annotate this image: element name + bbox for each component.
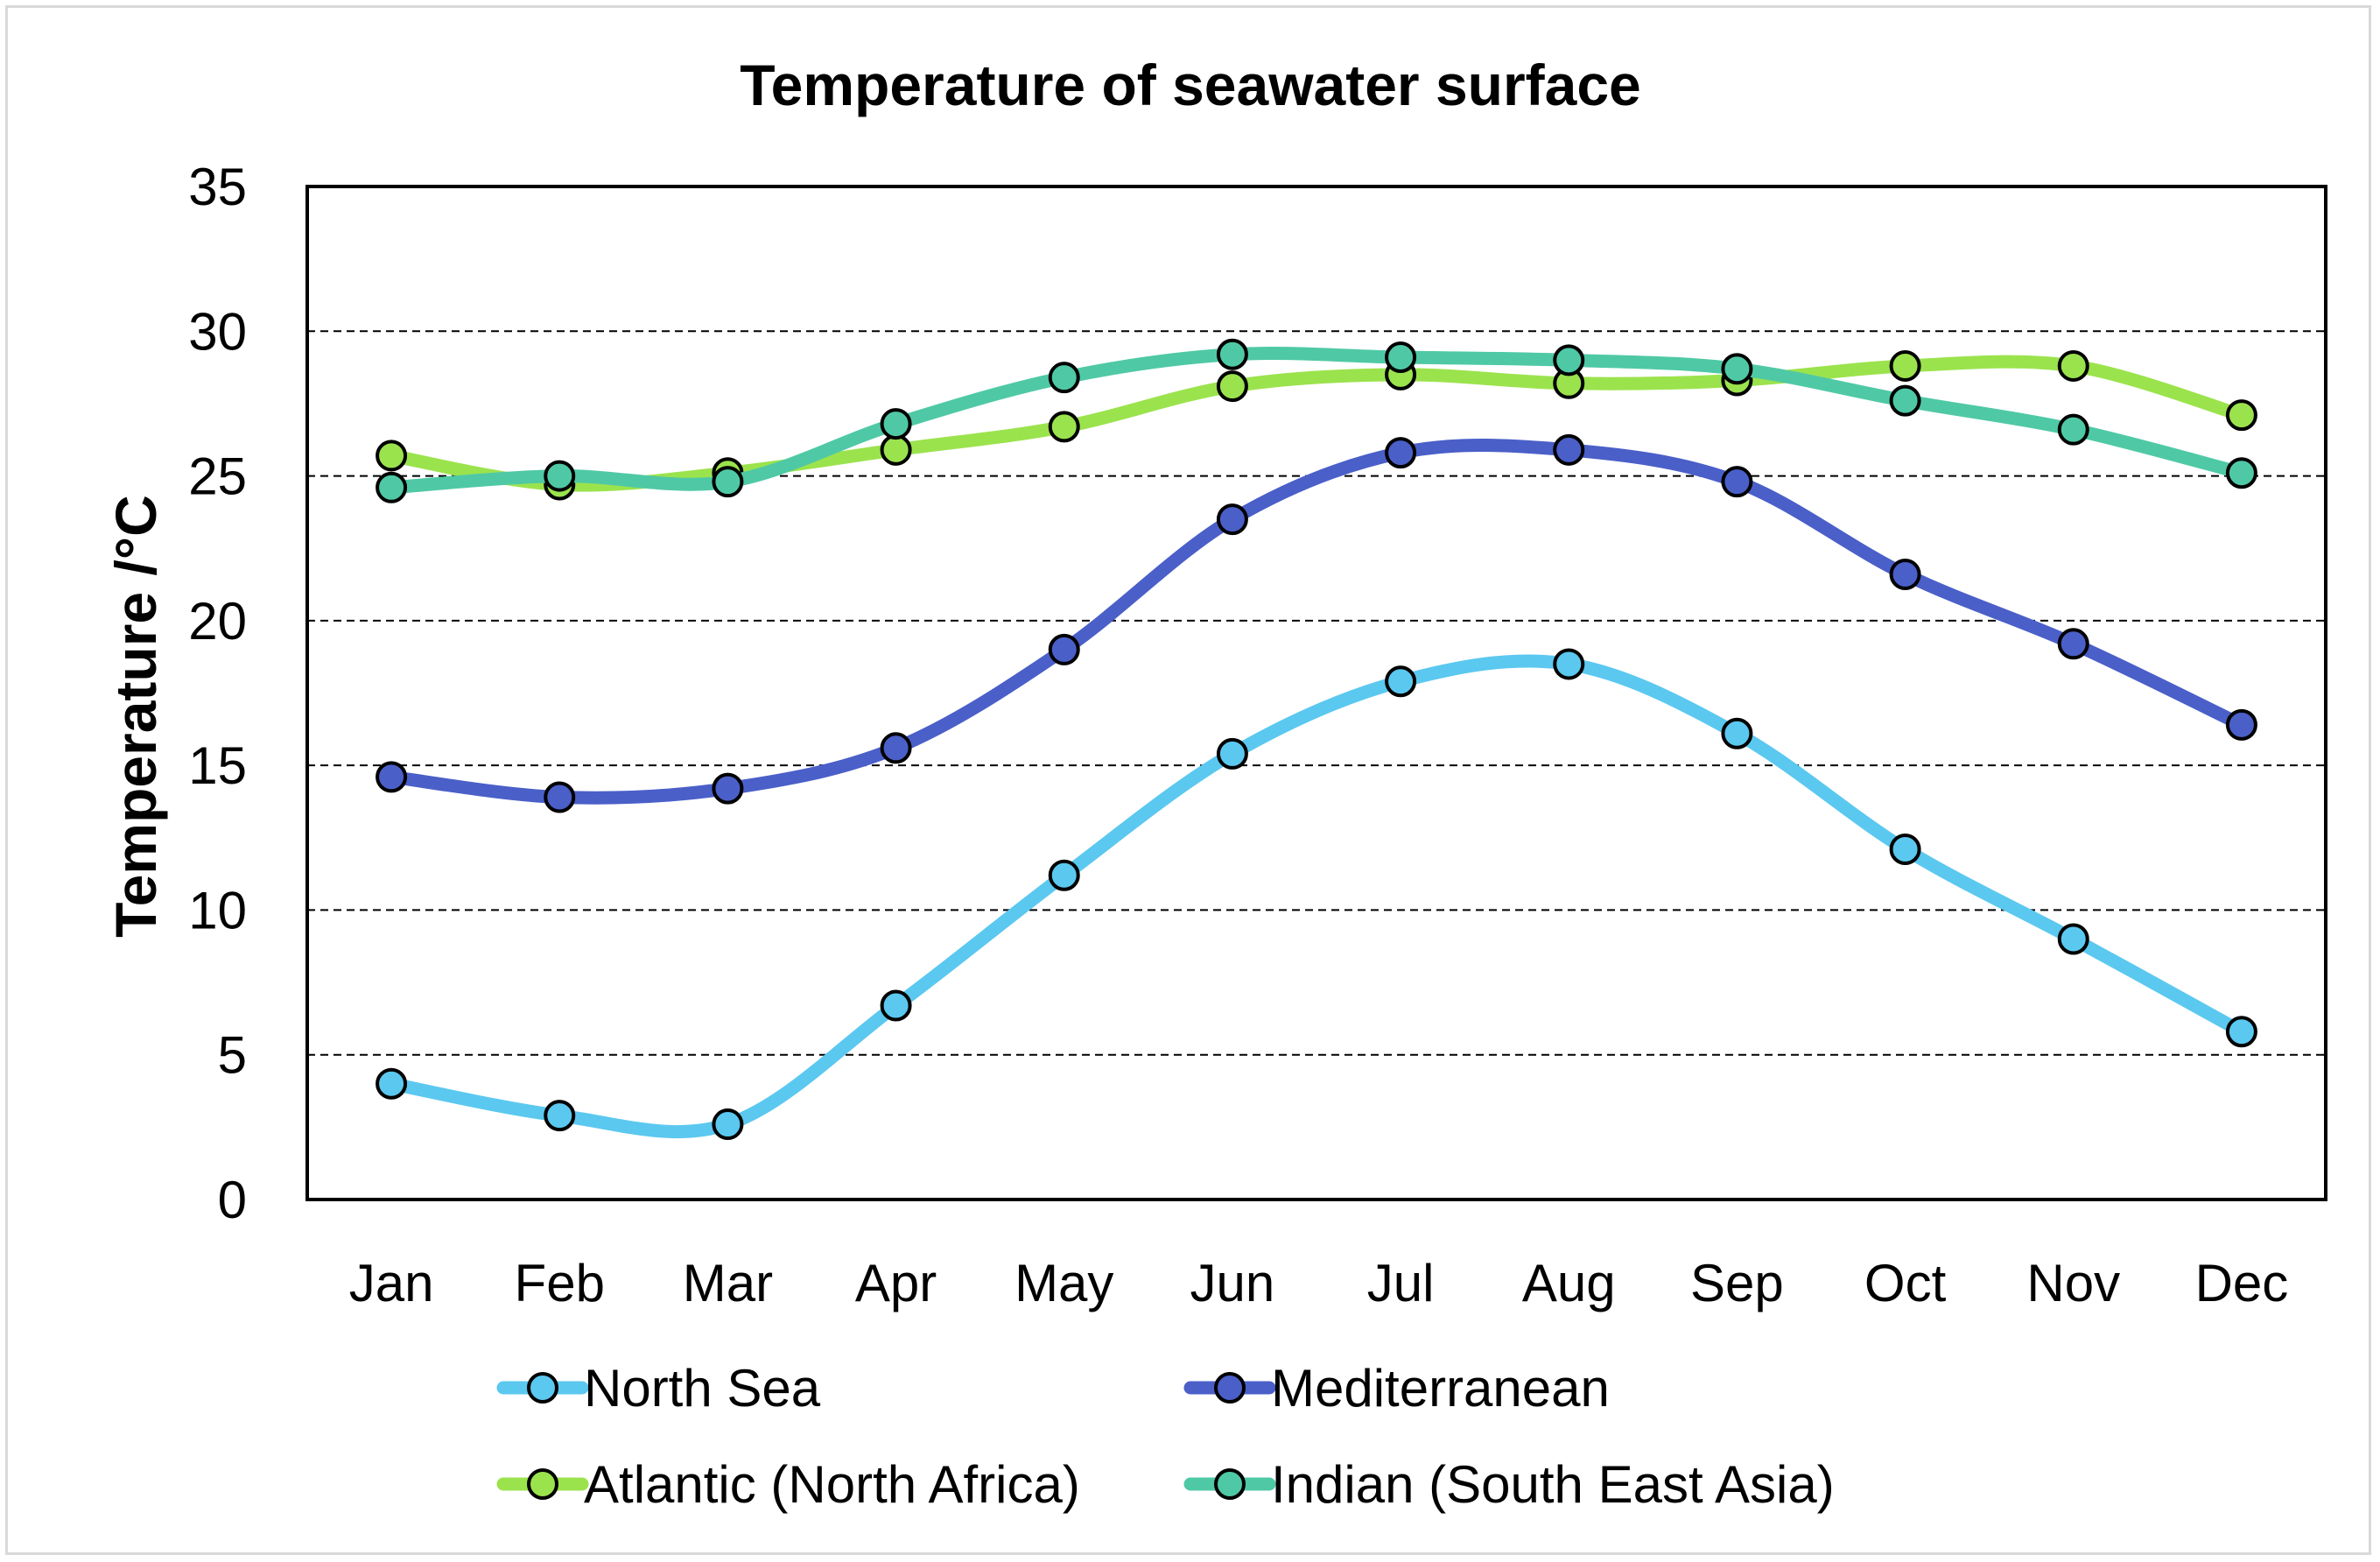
y-tick-label: 5: [218, 1026, 247, 1085]
data-point: [1216, 370, 1248, 403]
x-tick-label: Jan: [349, 1254, 434, 1312]
data-point: [376, 761, 408, 793]
y-tick-label: 20: [188, 592, 247, 651]
data-point: [712, 1108, 744, 1141]
y-tick-label: 30: [188, 302, 247, 361]
y-tick-label: 10: [188, 881, 247, 939]
data-point: [1889, 349, 1921, 382]
data-point: [1048, 362, 1080, 394]
series-north-sea: [376, 648, 2257, 1141]
data-point: [2057, 349, 2089, 382]
series-lines: [376, 338, 2257, 1141]
y-axis-label: Temperature /°C: [103, 495, 168, 938]
series-line: [384, 355, 2249, 492]
legend-swatch-marker: [527, 1468, 558, 1500]
chart-title: Temperature of seawater surface: [740, 53, 1641, 117]
data-point: [880, 408, 912, 440]
data-point: [1721, 717, 1753, 749]
legend-swatch-marker: [527, 1372, 558, 1404]
data-point: [1385, 437, 1417, 469]
data-point: [1216, 338, 1248, 370]
x-tick-label: Oct: [1864, 1254, 1947, 1312]
data-point: [376, 440, 408, 472]
series-indian-south-east-asia: [376, 338, 2257, 503]
data-point: [544, 1100, 576, 1132]
data-point: [544, 460, 576, 492]
data-point: [2225, 708, 2257, 741]
data-point: [2225, 457, 2257, 489]
y-tick-label: 0: [218, 1171, 247, 1229]
legend-label: Mediterranean: [1271, 1359, 1610, 1418]
data-point: [880, 732, 912, 764]
legend-item: Indian (South East Asia): [1183, 1455, 1835, 1514]
series-atlantic-north-africa: [376, 349, 2257, 501]
data-point: [1216, 737, 1248, 770]
data-point: [1889, 384, 1921, 417]
x-tick-label: May: [1014, 1254, 1113, 1312]
legend-label: Indian (South East Asia): [1271, 1455, 1835, 1514]
x-tick-label: Sep: [1690, 1254, 1784, 1312]
legend: North Sea Mediterranean Atlantic (North Af…: [496, 1359, 1835, 1514]
y-tick-labels: 0 5 10 15 20 25 30 35: [188, 158, 247, 1229]
y-tick-label: 25: [188, 447, 247, 506]
legend-item: Atlantic (North Africa): [496, 1455, 1080, 1514]
data-point: [1553, 648, 1585, 680]
legend-swatch-marker: [1214, 1468, 1246, 1500]
y-tick-label: 15: [188, 736, 247, 795]
data-point: [1721, 466, 1753, 498]
data-point: [544, 781, 576, 813]
legend-swatch-marker: [1214, 1372, 1246, 1404]
legend-label: Atlantic (North Africa): [584, 1455, 1080, 1514]
gridlines: [307, 330, 2326, 1056]
data-point: [1889, 558, 1921, 590]
data-point: [1553, 344, 1585, 376]
x-tick-label: Feb: [515, 1254, 605, 1312]
data-point: [1721, 353, 1753, 385]
plot-area: [305, 185, 2327, 1201]
x-tick-label: Dec: [2195, 1254, 2289, 1312]
data-point: [1216, 503, 1248, 536]
legend-label: North Sea: [584, 1359, 821, 1418]
x-tick-label: Apr: [855, 1254, 937, 1312]
x-tick-label: Nov: [2026, 1254, 2120, 1312]
data-point: [2057, 413, 2089, 446]
data-point: [1385, 341, 1417, 374]
data-point: [2225, 1016, 2257, 1048]
data-point: [712, 772, 744, 805]
data-point: [1889, 834, 1921, 866]
data-point: [1048, 411, 1080, 443]
data-point: [2057, 628, 2089, 660]
data-point: [1048, 633, 1080, 665]
data-point: [880, 433, 912, 466]
data-point: [880, 989, 912, 1022]
legend-item: North Sea: [496, 1359, 821, 1418]
data-point: [2057, 923, 2089, 955]
data-point: [1048, 859, 1080, 891]
x-tick-label: Jul: [1367, 1254, 1435, 1312]
data-point: [1553, 433, 1585, 466]
data-point: [2225, 399, 2257, 432]
y-tick-label: 35: [188, 158, 247, 216]
series-line: [384, 654, 2249, 1139]
x-tick-label: Aug: [1522, 1254, 1616, 1312]
x-tick-label: Jun: [1190, 1254, 1275, 1312]
data-point: [1385, 665, 1417, 698]
legend-item: Mediterranean: [1183, 1359, 1610, 1418]
data-point: [712, 466, 744, 498]
data-point: [376, 471, 408, 503]
data-point: [376, 1067, 408, 1100]
series-mediterranean: [376, 433, 2257, 813]
x-tick-label: Mar: [683, 1254, 773, 1312]
x-tick-labels: Jan Feb Mar Apr May Jun Jul Aug Sep Oct Nov Dec: [349, 1254, 2289, 1312]
